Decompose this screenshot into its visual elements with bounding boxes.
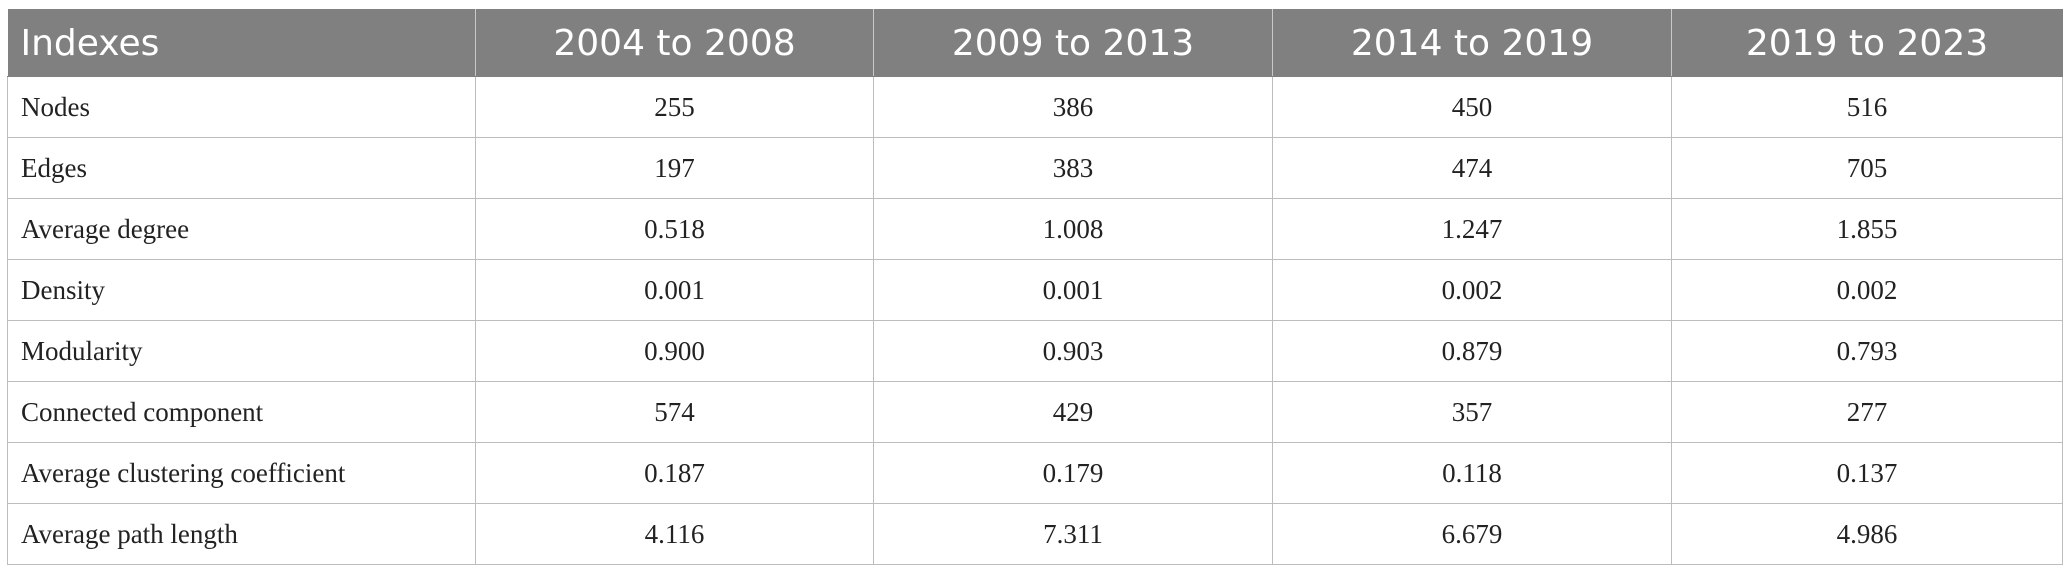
table-row: Edges 197 383 474 705: [7, 137, 2063, 199]
row-label: Nodes: [7, 76, 476, 138]
row-label: Edges: [7, 137, 476, 199]
table-cell: 197: [475, 137, 874, 199]
table-cell: 574: [475, 381, 874, 443]
table-row: Density 0.001 0.001 0.002 0.002: [7, 259, 2063, 321]
table-cell: 383: [873, 137, 1273, 199]
row-label: Average clustering coefficient: [7, 442, 476, 504]
table-cell: 705: [1671, 137, 2063, 199]
table-cell: 357: [1272, 381, 1672, 443]
table-cell: 1.247: [1272, 198, 1672, 260]
header-2009-2013: 2009 to 2013: [873, 9, 1273, 77]
table-cell: 0.187: [475, 442, 874, 504]
header-row: Indexes 2004 to 2008 2009 to 2013 2014 t…: [7, 9, 2063, 77]
row-label: Average degree: [7, 198, 476, 260]
table-cell: 0.518: [475, 198, 874, 260]
table-cell: 0.179: [873, 442, 1273, 504]
table-cell: 386: [873, 76, 1273, 138]
row-label: Density: [7, 259, 476, 321]
table-cell: 516: [1671, 76, 2063, 138]
table-cell: 0.903: [873, 320, 1273, 382]
table-row: Nodes 255 386 450 516: [7, 76, 2063, 138]
header-indexes: Indexes: [7, 9, 476, 77]
header-2019-2023: 2019 to 2023: [1671, 9, 2063, 77]
row-label: Modularity: [7, 320, 476, 382]
table-row: Average degree 0.518 1.008 1.247 1.855: [7, 198, 2063, 260]
table-row: Connected component 574 429 357 277: [7, 381, 2063, 443]
table-cell: 0.118: [1272, 442, 1672, 504]
row-label: Average path length: [7, 503, 476, 565]
table-cell: 6.679: [1272, 503, 1672, 565]
row-label: Connected component: [7, 381, 476, 443]
table-cell: 0.900: [475, 320, 874, 382]
table-cell: 1.008: [873, 198, 1273, 260]
table-body: Nodes 255 386 450 516 Edges 197 383 474 …: [7, 76, 2063, 565]
table-row: Modularity 0.900 0.903 0.879 0.793: [7, 320, 2063, 382]
network-metrics-table: Indexes 2004 to 2008 2009 to 2013 2014 t…: [7, 9, 2063, 565]
table-row: Average path length 4.116 7.311 6.679 4.…: [7, 503, 2063, 565]
table-cell: 255: [475, 76, 874, 138]
table-cell: 4.986: [1671, 503, 2063, 565]
table-cell: 0.793: [1671, 320, 2063, 382]
table-row: Average clustering coefficient 0.187 0.1…: [7, 442, 2063, 504]
table-cell: 0.879: [1272, 320, 1672, 382]
table-cell: 0.001: [873, 259, 1273, 321]
table-cell: 450: [1272, 76, 1672, 138]
network-metrics-table-container: Indexes 2004 to 2008 2009 to 2013 2014 t…: [7, 9, 2063, 565]
table-cell: 0.002: [1671, 259, 2063, 321]
header-2014-2019: 2014 to 2019: [1272, 9, 1672, 77]
table-cell: 1.855: [1671, 198, 2063, 260]
table-cell: 429: [873, 381, 1273, 443]
table-cell: 474: [1272, 137, 1672, 199]
table-header: Indexes 2004 to 2008 2009 to 2013 2014 t…: [7, 9, 2063, 77]
table-cell: 0.137: [1671, 442, 2063, 504]
table-cell: 0.002: [1272, 259, 1672, 321]
header-2004-2008: 2004 to 2008: [475, 9, 874, 77]
table-cell: 277: [1671, 381, 2063, 443]
table-cell: 7.311: [873, 503, 1273, 565]
table-cell: 4.116: [475, 503, 874, 565]
table-cell: 0.001: [475, 259, 874, 321]
